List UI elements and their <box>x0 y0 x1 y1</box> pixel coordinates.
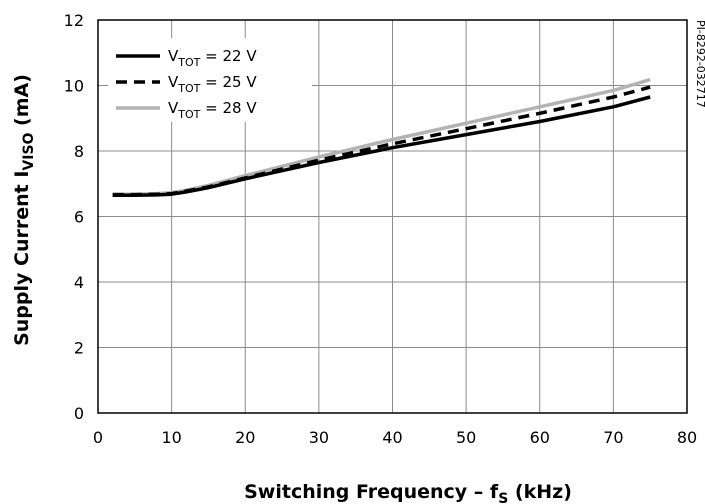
x-tick-label: 40 <box>382 428 402 447</box>
x-axis-label-subscript: S <box>498 491 508 504</box>
legend-label-main: V <box>168 99 179 117</box>
legend-label-1: VTOT = 22 V <box>168 47 257 69</box>
series-lines <box>112 77 651 197</box>
y-tick-label: 2 <box>74 339 84 358</box>
x-tick-label: 20 <box>235 428 255 447</box>
legend-label-rest: = 22 V <box>200 47 257 65</box>
x-axis-label: Switching Frequency – fS (kHz) <box>244 481 572 504</box>
y-axis-label-subscript: VISO <box>21 132 37 170</box>
y-tick-label: 6 <box>74 208 84 227</box>
legend-label-main: V <box>168 47 179 65</box>
legend-label-main: V <box>168 73 179 91</box>
legend-label-subscript: TOT <box>177 56 200 69</box>
series-line-1 <box>112 95 651 197</box>
legend-label-subscript: TOT <box>177 108 200 121</box>
legend-label-subscript: TOT <box>177 82 200 95</box>
x-tick-label: 10 <box>161 428 181 447</box>
x-axis-label-unit: (kHz) <box>508 481 572 503</box>
y-axis-label-main: Supply Current I <box>11 171 33 346</box>
figure-id-note: PI-8292-032717 <box>694 20 705 108</box>
y-axis-label-unit: (mA) <box>11 74 33 132</box>
y-tick-label: 0 <box>74 404 84 423</box>
legend-label-2: VTOT = 25 V <box>168 73 257 95</box>
legend-label-rest: = 25 V <box>200 73 257 91</box>
x-axis-label-main: Switching Frequency – f <box>244 481 499 503</box>
y-axis-label: Supply Current IVISO (mA) <box>11 74 37 346</box>
legend-label-rest: = 28 V <box>200 99 257 117</box>
y-tick-label: 12 <box>64 11 84 30</box>
x-tick-label: 60 <box>530 428 550 447</box>
x-tick-label: 70 <box>603 428 623 447</box>
plot-frame <box>97 19 688 414</box>
y-tick-label: 4 <box>74 273 84 292</box>
tick-labels: 0 10 20 30 40 50 60 70 80 0 2 4 6 8 10 12 <box>64 11 698 447</box>
x-tick-label: 30 <box>309 428 329 447</box>
x-tick-label: 50 <box>456 428 476 447</box>
y-tick-label: 10 <box>64 77 84 96</box>
y-tick-label: 8 <box>74 142 84 161</box>
x-tick-label: 80 <box>677 428 697 447</box>
legend-label-3: VTOT = 28 V <box>168 99 257 121</box>
grid <box>97 19 688 414</box>
x-tick-label: 0 <box>93 428 103 447</box>
